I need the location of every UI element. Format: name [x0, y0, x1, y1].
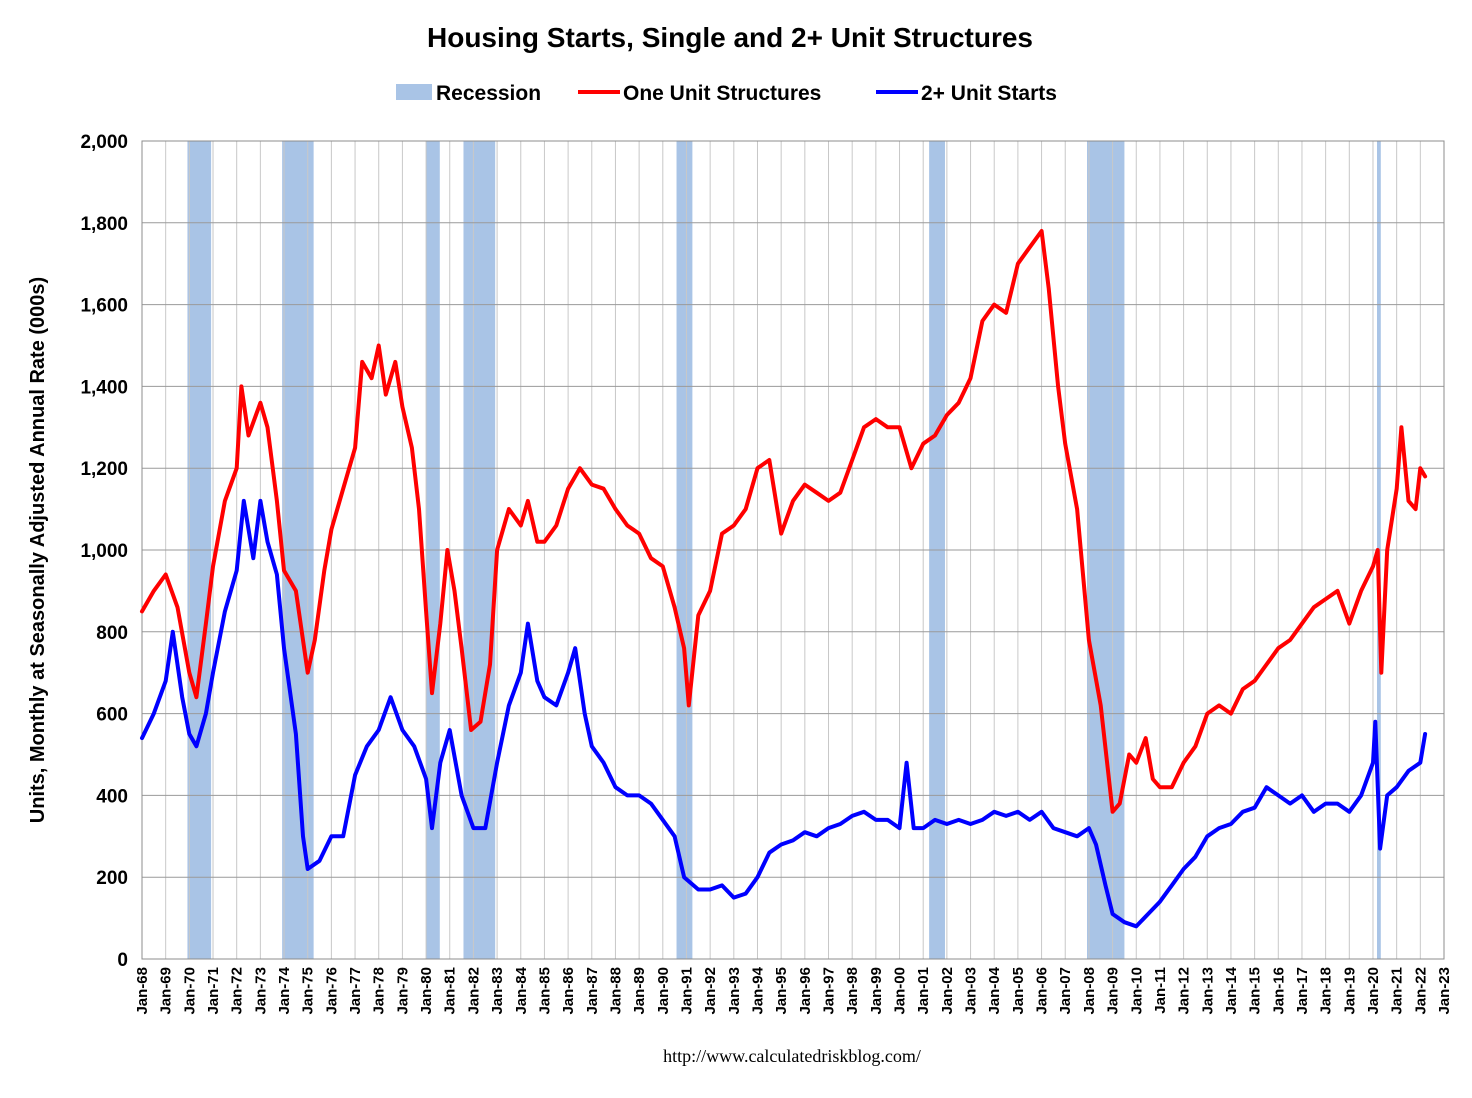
x-tick-label: Jan-03: [963, 967, 980, 1015]
y-tick-label: 1,800: [80, 214, 128, 235]
y-tick-label: 600: [96, 705, 128, 726]
x-tick-label: Jan-81: [442, 967, 459, 1015]
x-tick-label: Jan-12: [1176, 967, 1193, 1015]
x-tick-label: Jan-99: [868, 967, 885, 1015]
series-line-two-plus: [140, 498, 1428, 929]
x-tick-label: Jan-02: [939, 967, 956, 1015]
x-tick-label: Jan-93: [726, 967, 743, 1015]
x-tick-label: Jan-22: [1412, 967, 1429, 1015]
source-url: http://www.calculatedriskblog.com/: [663, 1046, 921, 1066]
x-tick-label: Jan-00: [892, 967, 909, 1015]
chart-title: Housing Starts, Single and 2+ Unit Struc…: [427, 22, 1033, 53]
x-tick-label: Jan-78: [371, 967, 388, 1015]
x-tick-label: Jan-23: [1436, 967, 1453, 1015]
x-tick-label: Jan-20: [1365, 967, 1382, 1015]
x-tick-label: Jan-11: [1152, 967, 1169, 1014]
series-lines: [140, 229, 1428, 929]
y-tick-label: 0: [117, 950, 128, 971]
plot-area-border: [141, 140, 1445, 960]
x-tick-label: Jan-80: [418, 967, 435, 1015]
x-tick-label: Jan-71: [205, 967, 222, 1015]
legend: Recession One Unit Structures 2+ Unit St…: [396, 82, 1057, 105]
x-tick-label: Jan-87: [584, 967, 601, 1015]
x-tick-labels: Jan-68 Jan-69 Jan-70 Jan-71 Jan-72 Jan-73 Jan-…: [134, 966, 1453, 1014]
x-tick-label: Jan-74: [276, 966, 293, 1014]
y-tick-label: 1,200: [80, 459, 128, 480]
x-tick-label: Jan-92: [702, 967, 719, 1015]
legend-label-recession: Recession: [436, 82, 541, 105]
x-tick-label: Jan-98: [844, 967, 861, 1015]
x-tick-label: Jan-08: [1081, 967, 1098, 1015]
x-tick-label: Jan-91: [678, 967, 695, 1015]
x-tick-label: Jan-09: [1105, 967, 1122, 1015]
x-tick-label: Jan-95: [773, 967, 790, 1015]
x-tick-label: Jan-96: [797, 967, 814, 1015]
x-tick-label: Jan-05: [1010, 967, 1027, 1015]
x-tick-label: Jan-72: [229, 967, 246, 1015]
y-tick-label: 2,000: [80, 132, 128, 153]
x-tick-label: Jan-21: [1389, 967, 1406, 1015]
x-tick-label: Jan-13: [1199, 967, 1216, 1015]
y-tick-label: 1,600: [80, 296, 128, 317]
x-tick-label: Jan-88: [607, 967, 624, 1015]
y-tick-label: 1,000: [80, 541, 128, 562]
legend-swatch-recession: [396, 84, 432, 100]
x-tick-label: Jan-83: [489, 967, 506, 1015]
x-tick-label: Jan-17: [1294, 967, 1311, 1015]
y-axis-title: Units, Monthly at Seasonally Adjusted An…: [27, 277, 49, 823]
x-tick-label: Jan-89: [631, 967, 648, 1015]
y-tick-labels: 0 200 400 600 800 1,000 1,200 1,400 1,600 1,800 2,…: [80, 132, 128, 971]
x-tick-label: Jan-85: [536, 967, 553, 1015]
x-tick-label: Jan-97: [821, 967, 838, 1015]
x-tick-label: Jan-76: [323, 967, 340, 1015]
y-tick-label: 200: [96, 868, 128, 889]
y-tick-label: 400: [96, 786, 128, 807]
x-tick-label: Jan-94: [749, 966, 766, 1014]
y-tick-label: 1,400: [80, 377, 128, 398]
x-tick-label: Jan-06: [1034, 967, 1051, 1015]
series-line-one-unit: [140, 229, 1428, 814]
x-tick-label: Jan-90: [655, 967, 672, 1015]
x-tick-label: Jan-75: [300, 967, 317, 1015]
x-tick-label: Jan-79: [394, 967, 411, 1015]
x-tick-label: Jan-73: [252, 967, 269, 1015]
x-tick-label: Jan-19: [1341, 967, 1358, 1015]
x-tick-label: Jan-01: [915, 967, 932, 1015]
x-tick-label: Jan-77: [347, 967, 364, 1015]
x-tick-label: Jan-18: [1318, 967, 1335, 1015]
x-tick-label: Jan-86: [560, 967, 577, 1015]
x-tick-label: Jan-04: [986, 966, 1003, 1014]
x-tick-label: Jan-16: [1270, 967, 1287, 1015]
x-tick-label: Jan-15: [1247, 967, 1264, 1015]
legend-label-one-unit: One Unit Structures: [623, 82, 821, 105]
y-tick-label: 800: [96, 623, 128, 644]
x-tick-label: Jan-07: [1057, 967, 1074, 1015]
x-tick-label: Jan-82: [465, 967, 482, 1015]
x-tick-label: Jan-84: [513, 966, 530, 1014]
x-tick-label: Jan-10: [1128, 967, 1145, 1015]
x-tick-label: Jan-70: [181, 967, 198, 1015]
legend-label-two-plus: 2+ Unit Starts: [921, 82, 1057, 105]
x-tick-label: Jan-69: [158, 967, 175, 1015]
x-tick-label: Jan-14: [1223, 966, 1240, 1014]
x-tick-label: Jan-68: [134, 967, 151, 1015]
